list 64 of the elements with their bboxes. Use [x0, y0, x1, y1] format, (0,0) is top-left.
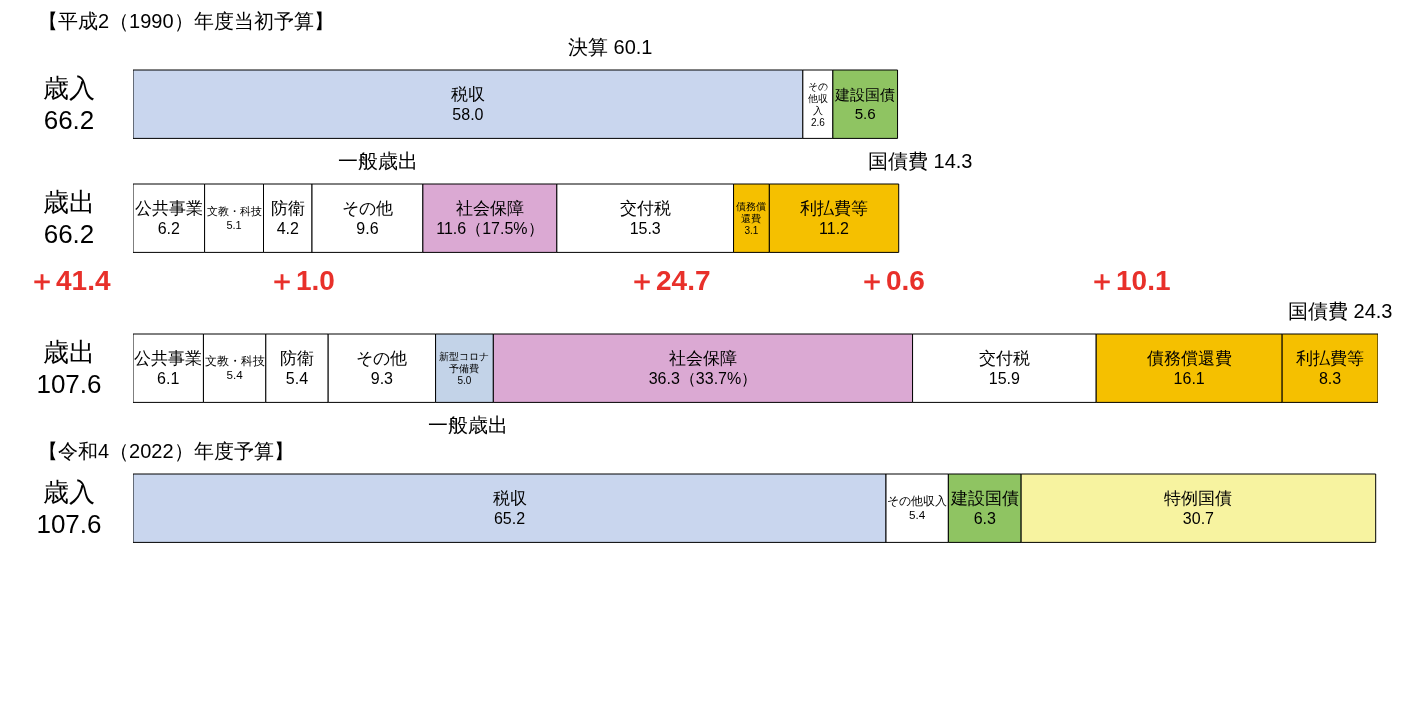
data-label: 30.7 [1182, 510, 1215, 527]
series-label: 防衛 [280, 348, 314, 368]
annotation: 決算 60.1 [568, 35, 653, 60]
series-label: 新型コロナ予備費 [439, 350, 490, 374]
series-label: 建設国債 [949, 488, 1019, 508]
data-label: 6.2 [157, 219, 181, 237]
series-label: 公共事業 [134, 198, 203, 218]
data-label: 6.3 [973, 510, 996, 527]
annotation: 一般歳出 [428, 413, 508, 438]
annotation: ＋0.6 [858, 264, 925, 298]
series-label: 文教・科技 [204, 354, 265, 368]
series-label: 防衛 [270, 198, 305, 218]
chart-title: 【平成2（1990）年度当初予算】 [38, 9, 335, 34]
annotation: ＋1.0 [268, 264, 335, 298]
y-tick-label: 歳出 66.2 [43, 187, 95, 250]
data-label: 15.3 [629, 220, 661, 237]
series-label: 税収 [492, 488, 527, 508]
series-label: 債務償還費 [1146, 348, 1232, 368]
annotation: 国債費 14.3 [868, 149, 973, 174]
series-label: 社会保障 [455, 198, 524, 218]
data-label: 4.2 [276, 220, 299, 237]
series-label: 交付税 [978, 348, 1030, 368]
data-label: 5.4 [285, 370, 309, 387]
series-label: 利払費等 [800, 198, 869, 218]
y-tick-label: 歳入 107.6 [36, 477, 102, 540]
annotation: ＋24.7 [628, 264, 711, 298]
series-label: その他 [341, 198, 393, 218]
data-label: 2.6 [810, 116, 826, 128]
data-label: 11.6（17.5%） [436, 220, 544, 237]
series-label: 税収 [450, 84, 485, 104]
data-label: 58.0 [452, 106, 484, 123]
annotation: ＋10.1 [1088, 264, 1171, 298]
data-label: 5.1 [226, 218, 242, 231]
series-label: 社会保障 [668, 348, 737, 368]
data-label: 9.6 [356, 220, 379, 237]
annotation: 国債費 24.3 [1288, 299, 1393, 324]
annotation: 一般歳出 [338, 149, 418, 174]
data-label: 11.2 [819, 220, 850, 237]
data-label: 5.4 [226, 368, 244, 382]
text: 【令和4（2022）年度予算】 [38, 439, 295, 464]
data-label: 15.9 [988, 370, 1021, 387]
data-label: 8.3 [1318, 370, 1342, 387]
series-label: 文教・科技 [206, 205, 262, 218]
y-tick-label: 歳出 107.6 [36, 337, 102, 400]
text: ＋41.4 [28, 264, 111, 298]
data-label: 16.1 [1173, 370, 1205, 387]
series-label: 交付税 [619, 198, 671, 218]
series-label: 建設国債 [834, 86, 896, 104]
data-label: 65.2 [493, 510, 526, 527]
series-label: その他 [356, 348, 408, 368]
series-label: その他収入 [887, 494, 948, 509]
data-label: 3.1 [744, 224, 759, 236]
data-label: 9.3 [370, 370, 394, 387]
data-label: 5.0 [457, 374, 472, 386]
data-label: 6.1 [157, 369, 180, 387]
data-label: 5.4 [909, 508, 926, 522]
series-label: 特例国債 [1164, 488, 1233, 508]
y-tick-label: 歳入 66.2 [43, 73, 95, 136]
series-label: 債務償還費 [736, 200, 767, 224]
data-label: 36.3（33.7%） [648, 370, 758, 387]
series-label: 公共事業 [134, 349, 203, 369]
data-label: 5.6 [854, 104, 876, 122]
series-label: 利払費等 [1296, 348, 1365, 368]
series-label: その他収入 [807, 80, 828, 116]
